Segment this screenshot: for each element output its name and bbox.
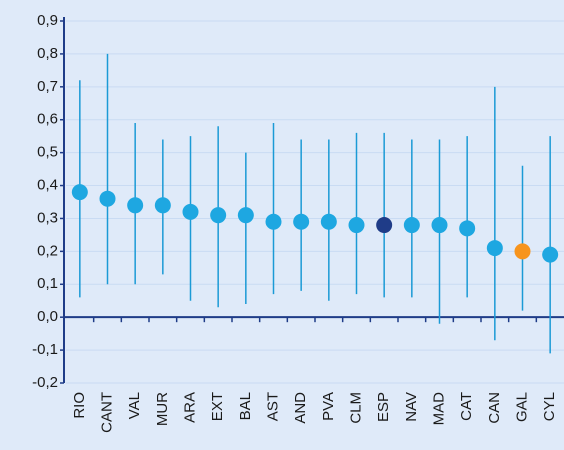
point — [71, 184, 88, 201]
x-tick-label: CYL — [541, 392, 558, 421]
x-tick-label: AND — [292, 392, 309, 424]
point — [459, 220, 476, 237]
point — [348, 217, 365, 234]
y-tick-label: 0,4 — [37, 177, 58, 194]
point — [127, 197, 144, 214]
x-tick-label: BAL — [237, 392, 254, 420]
point — [403, 217, 420, 234]
y-tick-label: 0,7 — [37, 78, 58, 95]
point — [376, 217, 393, 234]
point — [154, 197, 171, 214]
point — [237, 207, 254, 224]
y-tick-label: 0,5 — [37, 144, 58, 161]
y-tick-label: 0,8 — [37, 45, 58, 62]
point — [514, 243, 531, 260]
point — [431, 217, 448, 234]
x-tick-label: EXT — [209, 392, 226, 421]
point — [542, 246, 559, 263]
point — [265, 213, 282, 230]
y-tick-label: -0,1 — [32, 341, 58, 358]
x-tick-label: CAT — [458, 392, 475, 421]
x-tick-label: RIO — [71, 392, 88, 419]
y-tick-label: 0,0 — [37, 308, 58, 325]
x-tick-label: VAL — [126, 392, 143, 419]
y-tick-label: 0,9 — [37, 12, 58, 29]
point — [210, 207, 227, 224]
point — [99, 190, 116, 207]
x-tick-label: CAN — [486, 392, 503, 424]
x-tick-label: CANT — [98, 392, 115, 433]
x-tick-label: AST — [264, 392, 281, 421]
x-tick-label: PVA — [320, 392, 337, 421]
y-tick-label: 0,6 — [37, 111, 58, 128]
point — [320, 213, 337, 230]
x-tick-label: ESP — [375, 392, 392, 422]
y-tick-label: 0,1 — [37, 275, 58, 292]
y-tick-label: 0,3 — [37, 209, 58, 226]
x-tick-label: CLM — [347, 392, 364, 424]
y-tick-label: -0,2 — [32, 374, 58, 391]
x-tick-label: GAL — [513, 392, 530, 422]
point — [486, 240, 503, 257]
x-tick-label: ARA — [181, 392, 198, 423]
x-tick-label: MUR — [154, 392, 171, 426]
point — [293, 213, 310, 230]
point — [182, 203, 199, 220]
x-tick-label: NAV — [403, 392, 420, 422]
x-tick-label: MAD — [430, 392, 447, 426]
y-tick-label: 0,2 — [37, 242, 58, 259]
